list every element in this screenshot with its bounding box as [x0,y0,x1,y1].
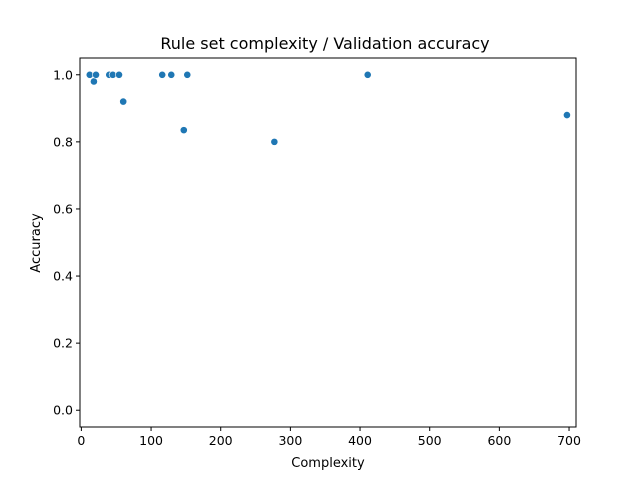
y-tick-label: 0.6 [53,201,73,216]
data-point [270,137,279,146]
y-tick-label: 0.4 [53,269,73,284]
data-point [167,70,176,79]
data-point [119,97,128,106]
x-tick-label: 200 [209,433,233,448]
x-tick-label: 500 [418,433,442,448]
data-point [90,77,98,86]
data-point [363,70,372,79]
data-point [183,70,192,79]
data-point [158,70,167,79]
chart-title: Rule set complexity / Validation accurac… [160,34,489,53]
y-axis: 0.0 0.2 0.4 0.6 0.8 1.0 [53,67,80,418]
x-tick-label: 400 [348,433,372,448]
data-point [563,111,571,119]
data-point [115,70,123,79]
x-axis-label: Complexity [291,456,365,471]
y-tick-label: 0.2 [53,336,73,351]
data-point [179,126,188,135]
x-tick-label: 600 [487,433,511,448]
plot-area [79,57,577,428]
x-tick-label: 700 [557,433,581,448]
y-tick-label: 0.0 [53,403,73,418]
x-tick-label: 300 [278,433,302,448]
x-tick-label: 100 [139,433,163,448]
x-axis: 0 100 200 300 400 500 600 700 [77,427,581,448]
x-tick-label: 0 [77,433,85,448]
data-point [92,70,100,79]
y-tick-label: 1.0 [53,67,73,82]
y-tick-label: 0.8 [53,134,73,149]
y-axis-label: Accuracy [29,213,44,273]
data-points [85,70,571,146]
